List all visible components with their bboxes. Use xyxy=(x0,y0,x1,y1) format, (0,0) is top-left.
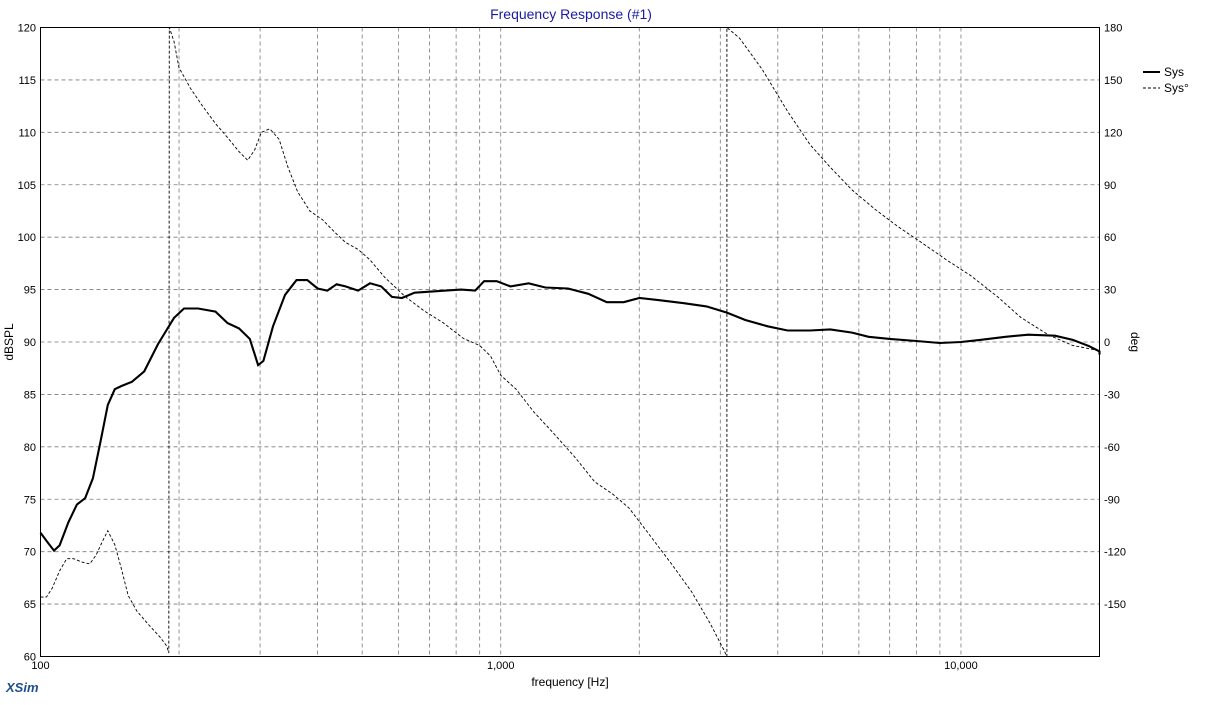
plot-frame xyxy=(40,27,1100,657)
y-left-tick-label: 110 xyxy=(18,127,36,139)
y-left-tick-label: 95 xyxy=(24,285,36,297)
y-left-tick-label: 75 xyxy=(24,494,36,506)
y-right-tick-label: 0 xyxy=(1104,337,1110,349)
y-right-tick-label: 180 xyxy=(1104,23,1122,35)
series-line-sys-phase xyxy=(40,26,1100,657)
y-left-tick-label: 80 xyxy=(24,442,36,454)
y-right-tick-label: 60 xyxy=(1104,232,1116,244)
legend-item-sys-phase: Sys° xyxy=(1164,81,1189,95)
legend: Sys Sys° xyxy=(1143,65,1189,95)
series-line-sys xyxy=(39,279,1101,553)
legend-item-sys: Sys xyxy=(1164,65,1184,79)
x-tick-label: 1,000 xyxy=(487,660,515,672)
y-left-axis-label: dBSPL xyxy=(2,323,16,361)
y-right-axis: -150 -120 -90 -60 -30 0 30 60 90 120 150 180 xyxy=(1104,23,1126,612)
y-right-tick-label: 30 xyxy=(1104,285,1116,297)
y-right-tick-label: 90 xyxy=(1104,180,1116,192)
y-right-tick-label: 150 xyxy=(1104,75,1122,87)
x-tick-label: 10,000 xyxy=(944,660,978,672)
y-right-tick-label: -150 xyxy=(1104,599,1126,611)
y-left-tick-label: 65 xyxy=(24,599,36,611)
y-left-tick-label: 90 xyxy=(24,337,36,349)
y-right-tick-label: -90 xyxy=(1104,494,1120,506)
y-left-tick-label: 115 xyxy=(18,75,36,87)
x-axis-label: frequency [Hz] xyxy=(531,675,608,689)
y-right-tick-label: -60 xyxy=(1104,442,1120,454)
y-left-axis: 60 65 70 75 80 85 90 95 100 105 110 115 120 xyxy=(18,23,36,664)
y-left-tick-label: 70 xyxy=(24,547,36,559)
y-right-tick-label: 120 xyxy=(1104,127,1122,139)
y-right-tick-label: -30 xyxy=(1104,389,1120,401)
y-left-tick-label: 120 xyxy=(18,23,36,35)
xsim-logo: XSim xyxy=(5,680,39,695)
x-axis: 100 1,000 10,000 xyxy=(31,660,977,672)
chart-title: Frequency Response (#1) xyxy=(490,6,652,22)
grid-lines xyxy=(40,27,1100,657)
y-left-tick-label: 100 xyxy=(18,232,36,244)
x-tick-label: 100 xyxy=(31,660,49,672)
y-left-tick-label: 60 xyxy=(24,652,36,664)
y-left-tick-label: 85 xyxy=(24,389,36,401)
y-right-tick-label: -120 xyxy=(1104,547,1126,559)
y-left-tick-label: 105 xyxy=(18,180,36,192)
y-right-axis-label: deg xyxy=(1128,332,1142,352)
